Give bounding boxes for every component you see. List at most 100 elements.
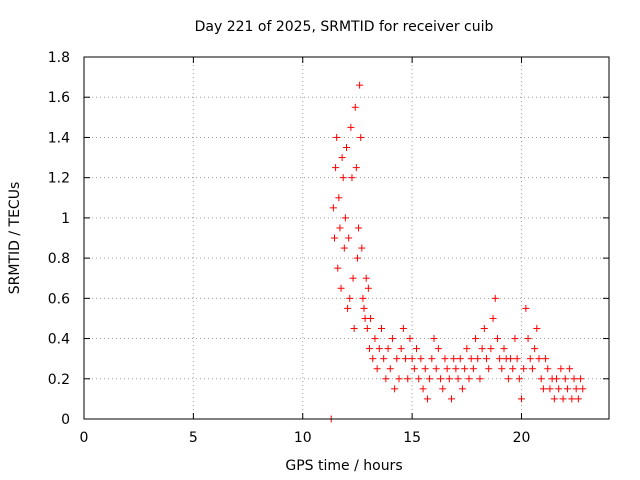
data-point	[461, 365, 469, 373]
data-point	[375, 345, 383, 353]
data-point	[568, 395, 576, 403]
y-tick-label: 0.2	[48, 372, 70, 388]
data-point	[526, 355, 534, 363]
data-point	[393, 355, 401, 363]
data-point	[579, 385, 587, 393]
data-point	[356, 81, 364, 89]
data-point	[555, 385, 563, 393]
data-point	[346, 294, 354, 302]
y-tick-label: 1.2	[48, 171, 70, 187]
data-point	[378, 325, 385, 332]
data-point	[339, 174, 347, 182]
data-point	[542, 355, 550, 363]
data-point	[452, 365, 460, 373]
data-point	[351, 103, 359, 111]
data-point	[428, 355, 436, 363]
data-point	[456, 355, 464, 363]
data-point	[518, 395, 525, 403]
data-point	[350, 325, 358, 332]
data-point	[349, 274, 357, 282]
data-point	[415, 375, 423, 383]
data-point	[395, 375, 403, 383]
data-point	[443, 365, 451, 373]
y-tick-label: 0.8	[48, 251, 70, 267]
data-point	[330, 234, 338, 242]
data-point	[410, 365, 418, 373]
data-point	[384, 345, 392, 353]
data-point	[563, 385, 571, 393]
data-point	[408, 355, 416, 363]
data-point	[507, 355, 515, 363]
data-point	[388, 335, 396, 343]
data-point	[498, 365, 506, 373]
data-point	[373, 365, 381, 373]
data-point	[360, 304, 368, 312]
data-point	[491, 294, 499, 302]
data-point	[458, 385, 466, 393]
y-axis-title: SRMTID / TECUs	[7, 182, 23, 295]
y-tick-label: 1.8	[48, 50, 70, 66]
data-point	[369, 355, 377, 363]
data-point	[496, 355, 504, 363]
data-point	[363, 325, 371, 332]
y-axis-ticks: 0 0.2 0.4 0.6 0.8 1 1.2 1.4 1.6 1.8	[48, 50, 609, 428]
data-point	[566, 365, 574, 373]
data-point	[445, 375, 453, 383]
data-point	[535, 355, 543, 363]
data-point	[345, 234, 353, 242]
data-point	[546, 385, 554, 393]
data-point	[399, 325, 407, 332]
data-point	[382, 375, 390, 383]
y-tick-label: 1.6	[48, 90, 70, 106]
data-point	[522, 304, 530, 312]
data-point	[352, 164, 360, 172]
data-point	[437, 375, 445, 383]
data-point	[432, 365, 440, 373]
data-point	[404, 375, 412, 383]
data-point	[570, 375, 578, 383]
data-point	[397, 345, 405, 353]
data-point	[513, 355, 521, 363]
y-tick-label: 1.4	[48, 130, 70, 146]
y-tick-label: 0.6	[48, 291, 70, 307]
data-point	[539, 385, 547, 393]
data-point	[480, 325, 488, 332]
data-point	[358, 244, 366, 252]
data-point	[559, 395, 567, 403]
data-point	[439, 385, 447, 393]
data-point	[430, 335, 438, 343]
data-point	[362, 274, 370, 282]
data-point	[340, 244, 348, 252]
data-point	[380, 355, 388, 363]
data-point	[531, 345, 539, 353]
y-tick-label: 0.4	[48, 332, 70, 348]
data-point	[341, 214, 349, 222]
data-point	[478, 345, 486, 353]
data-point	[371, 335, 379, 343]
data-point	[448, 395, 455, 403]
x-axis-title: GPS time / hours	[285, 458, 402, 474]
data-point	[402, 355, 410, 363]
data-point	[333, 133, 341, 141]
x-tick-label: 10	[294, 430, 312, 446]
data-point	[489, 314, 497, 322]
data-point	[520, 365, 528, 373]
data-point	[406, 335, 414, 343]
data-point	[465, 375, 473, 383]
data-point	[441, 355, 449, 363]
data-point	[493, 335, 501, 343]
data-point	[348, 174, 356, 182]
data-point	[355, 224, 363, 232]
data-point	[454, 375, 462, 383]
data-point	[487, 345, 495, 353]
data-point	[511, 335, 519, 343]
data-point	[347, 123, 355, 131]
grid-lines	[84, 57, 609, 419]
data-point	[537, 375, 545, 383]
y-tick-label: 0	[61, 412, 70, 428]
plot-frame	[83, 56, 610, 420]
data-point	[336, 224, 344, 232]
data-point	[467, 355, 475, 363]
data-point	[419, 385, 427, 393]
